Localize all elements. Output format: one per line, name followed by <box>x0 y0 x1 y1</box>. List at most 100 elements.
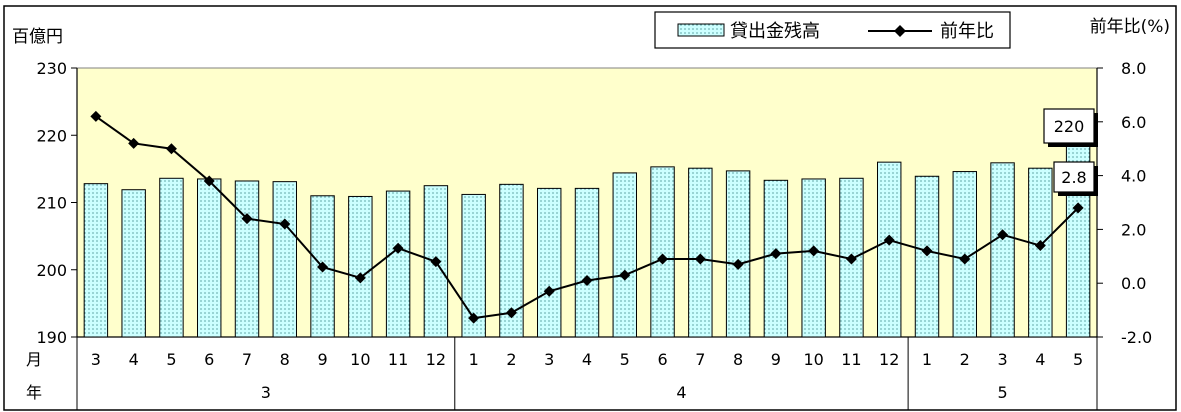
year-row-label: 年 <box>26 383 42 402</box>
legend: 貸出金残高 前年比 <box>654 11 1011 49</box>
bar-loan-balance <box>348 195 373 338</box>
left-tick-label: 220 <box>36 126 67 145</box>
month-label: 5 <box>1073 350 1083 369</box>
month-label: 2 <box>960 350 970 369</box>
month-label: 10 <box>350 350 370 369</box>
yoy-point <box>468 312 480 324</box>
yoy-point <box>845 253 857 265</box>
category-layer: 3 4 5 6 7 8 9 10 11 12 1 2 3 4 5 6 7 8 9 10 11 12 1 2 3 4 53 4 5 <box>76 337 1098 410</box>
yoy-point <box>921 245 933 257</box>
month-label: 3 <box>91 350 101 369</box>
bar-loan-balance <box>461 193 486 338</box>
yoy-point <box>808 245 820 257</box>
month-label: 6 <box>657 350 667 369</box>
callout-layer: 220 2.8 <box>1043 108 1098 196</box>
month-label: 12 <box>879 350 899 369</box>
right-axis-unit: 前年比(%) <box>1090 17 1170 37</box>
month-label: 4 <box>582 350 592 369</box>
month-label: 5 <box>620 350 630 369</box>
month-label: 10 <box>803 350 823 369</box>
month-label: 8 <box>733 350 743 369</box>
line-layer <box>90 110 1084 324</box>
bar-loan-balance <box>650 166 675 338</box>
yoy-point <box>317 261 329 273</box>
right-tick-label: 6.0 <box>1121 113 1146 132</box>
yoy-point <box>694 253 706 265</box>
left-tick-label: 200 <box>36 261 67 280</box>
bar-loan-balance <box>499 183 524 338</box>
month-label: 2 <box>506 350 516 369</box>
bar-loan-balance <box>537 187 562 338</box>
yoy-point <box>657 253 669 265</box>
yoy-point <box>354 272 366 284</box>
yoy-point <box>279 218 291 230</box>
yoy-point <box>1034 240 1046 252</box>
yoy-point <box>1072 202 1084 214</box>
left-tick-label: 230 <box>36 59 67 78</box>
bar-loan-balance <box>990 162 1015 338</box>
bar-loan-balance <box>234 180 260 338</box>
bar-loan-balance <box>801 178 826 338</box>
yoy-point <box>581 275 593 287</box>
left-tick-label: 190 <box>36 328 67 347</box>
year-label: 3 <box>261 383 271 402</box>
month-label: 5 <box>166 350 176 369</box>
month-label: 11 <box>388 350 408 369</box>
bar-loan-balance <box>877 161 902 338</box>
callout-line-value: 2.8 <box>1061 168 1086 187</box>
yoy-point <box>959 253 971 265</box>
month-label: 9 <box>317 350 327 369</box>
legend-bar-label: 貸出金残高 <box>730 21 820 42</box>
month-label: 3 <box>544 350 554 369</box>
bar-loan-balance <box>272 181 297 338</box>
legend-bar-swatch <box>677 23 725 37</box>
yoy-point <box>732 258 744 270</box>
yoy-point <box>241 213 253 225</box>
bar-loan-balance <box>83 183 109 338</box>
month-label: 4 <box>129 350 139 369</box>
callout-bar-box <box>1043 108 1095 144</box>
month-row-label: 月 <box>26 350 42 369</box>
callout-line-box <box>1053 161 1095 193</box>
month-label: 11 <box>841 350 861 369</box>
month-label: 1 <box>469 350 479 369</box>
legend-line-label: 前年比 <box>940 21 994 42</box>
yoy-point <box>543 285 555 297</box>
bar-loan-balance <box>725 170 751 338</box>
month-label: 8 <box>280 350 290 369</box>
year-label: 4 <box>676 383 686 402</box>
yoy-point <box>997 229 1009 241</box>
bar-loan-balance <box>385 190 411 338</box>
right-tick-label: 0.0 <box>1121 274 1146 293</box>
bar-loan-balance <box>612 172 637 338</box>
bar-loan-balance <box>159 177 184 338</box>
month-label: 6 <box>204 350 214 369</box>
yoy-point <box>770 248 782 260</box>
bars-layer <box>83 132 1091 338</box>
month-label: 3 <box>997 350 1007 369</box>
bar-loan-balance <box>197 178 222 338</box>
month-label: 4 <box>1035 350 1045 369</box>
month-label: 1 <box>922 350 932 369</box>
bar-loan-balance <box>574 187 600 338</box>
yoy-point <box>619 269 631 281</box>
bar-loan-balance <box>914 175 940 338</box>
right-tick-label: -2.0 <box>1121 328 1152 347</box>
yoy-point <box>883 234 895 246</box>
yoy-point <box>165 143 177 155</box>
callout-bar-value: 220 <box>1054 117 1085 136</box>
month-label: 9 <box>771 350 781 369</box>
yoy-point <box>505 307 517 319</box>
bar-loan-balance <box>1028 167 1053 338</box>
left-tick-label: 210 <box>36 194 67 213</box>
yoy-point <box>128 137 140 149</box>
bar-loan-balance <box>121 189 146 338</box>
month-label: 7 <box>695 350 705 369</box>
month-label: 12 <box>426 350 446 369</box>
yoy-point <box>392 242 404 254</box>
right-tick-label: 4.0 <box>1121 167 1146 186</box>
right-tick-label: 8.0 <box>1121 59 1146 78</box>
year-label: 5 <box>997 383 1007 402</box>
